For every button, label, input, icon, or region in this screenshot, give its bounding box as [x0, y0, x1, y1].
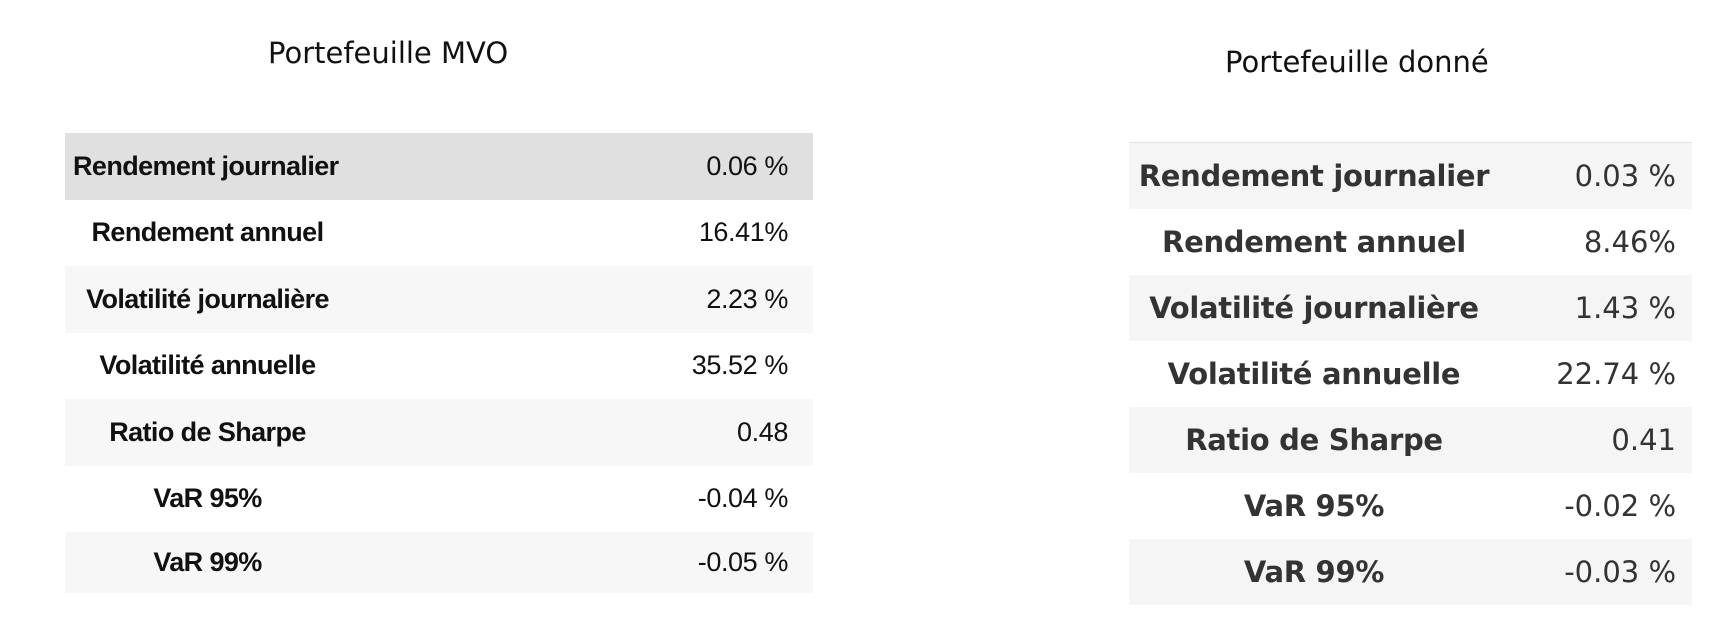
stat-label: VaR 99% [1243, 554, 1385, 589]
stat-value: 8.46% [1583, 224, 1676, 259]
mvo-portfolio-title: Portefeuille MVO [268, 36, 509, 70]
stat-label: VaR 95% [1243, 488, 1385, 523]
table-row: Rendement annuel 8.46% [1129, 208, 1692, 275]
stat-label: Rendement journalier [73, 150, 339, 181]
table-row: Volatilité journalière 1.43 % [1129, 274, 1692, 341]
stat-label: VaR 99% [153, 547, 262, 577]
given-portfolio-stats-table: Rendement journalier 0.03 % Rendement an… [1129, 142, 1692, 605]
table-row: VaR 95% -0.02 % [1129, 472, 1692, 539]
stat-value: 0.41 [1611, 422, 1676, 457]
stat-label: Volatilité annuelle [1167, 356, 1461, 391]
table-row: Rendement journalier 0.06 % [65, 133, 813, 200]
table-row: Volatilité journalière 2.23 % [65, 266, 813, 333]
stat-label: VaR 95% [153, 483, 262, 514]
table-row: Ratio de Sharpe 0.41 [1129, 406, 1692, 473]
table-row: Rendement journalier 0.03 % [1129, 142, 1692, 209]
stat-value: -0.02 % [1564, 488, 1676, 523]
stat-label: Volatilité journalière [1149, 290, 1479, 325]
table-row: Volatilité annuelle 35.52 % [65, 332, 813, 399]
stat-label: Ratio de Sharpe [109, 416, 306, 447]
mvo-portfolio-stats-table: Rendement journalier 0.06 % Rendement an… [65, 133, 813, 593]
given-portfolio-title: Portefeuille donné [1225, 45, 1489, 79]
stat-value: 16.41% [698, 217, 789, 248]
stat-label: Rendement annuel [91, 217, 325, 248]
table-row: Volatilité annuelle 22.74 % [1129, 340, 1692, 407]
stat-value: 35.52 % [691, 350, 789, 381]
table-row: VaR 99% -0.03 % [1129, 538, 1692, 605]
stat-value: -0.04 % [697, 483, 789, 514]
table-row: Ratio de Sharpe 0.48 [65, 399, 813, 466]
stat-label: Ratio de Sharpe [1185, 422, 1443, 457]
stat-value: 0.03 % [1574, 158, 1676, 193]
table-row: Rendement annuel 16.41% [65, 199, 813, 266]
stat-label: Volatilité journalière [86, 283, 329, 314]
stat-value: 2.23 % [706, 283, 788, 314]
stat-label: Rendement annuel [1162, 224, 1466, 259]
stat-value: 0.48 [737, 416, 788, 447]
stat-value: 1.43 % [1574, 290, 1676, 325]
stat-value: -0.03 % [1564, 554, 1676, 589]
stat-label: Volatilité annuelle [99, 350, 316, 381]
stat-value: 22.74 % [1556, 356, 1676, 391]
stat-value: 0.06 % [706, 150, 788, 181]
table-row: VaR 95% -0.04 % [65, 465, 813, 532]
stat-value: -0.05 % [697, 547, 789, 577]
stat-label: Rendement journalier [1138, 158, 1490, 193]
table-row: VaR 99% -0.05 % [65, 532, 813, 593]
